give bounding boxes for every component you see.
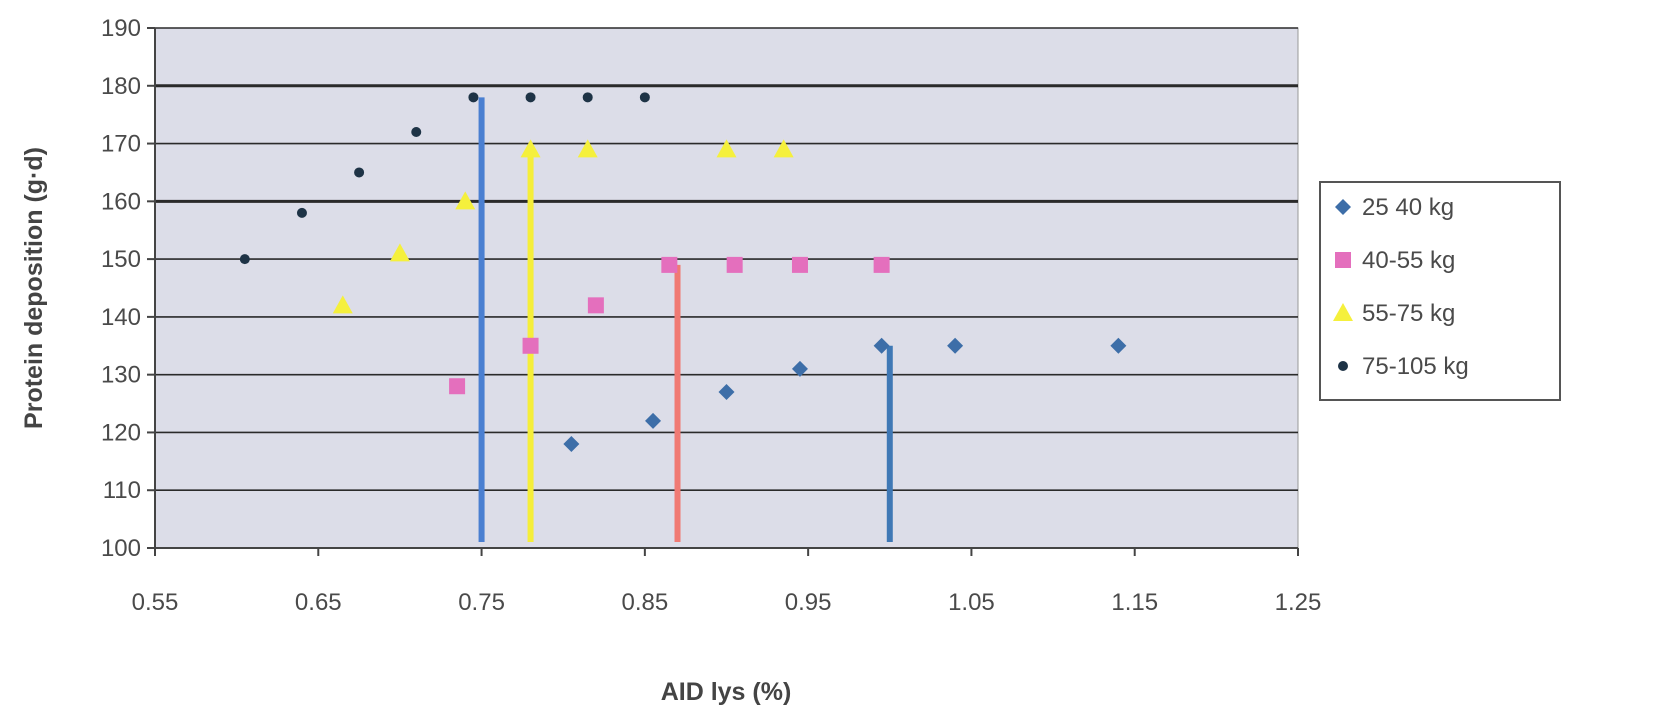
y-tick-label: 120 (101, 419, 141, 446)
legend-label: 75-105 kg (1362, 353, 1469, 380)
data-point (791, 360, 808, 377)
data-point (411, 127, 422, 137)
y-tick-label: 140 (101, 304, 141, 331)
data-point (332, 295, 353, 314)
y-tick-label: 180 (101, 73, 141, 100)
data-point (239, 254, 250, 265)
legend-label: 55-75 kg (1362, 300, 1455, 327)
y-tick-label: 100 (101, 535, 141, 562)
y-tick-label: 190 (101, 15, 141, 42)
data-point (587, 297, 604, 314)
axes (154, 28, 1298, 549)
data-point (525, 92, 536, 103)
data-point (449, 378, 466, 395)
x-axis-ticks: 0.55 0.65 0.75 0.85 0.95 1.05 1.15 1.25 (132, 548, 1322, 616)
data-point (773, 139, 794, 158)
y-axis-ticks: 100 110 120 130 140 150 160 170 180 190 (101, 15, 155, 562)
data-point (520, 139, 541, 158)
data-points (239, 92, 1127, 452)
x-tick-label: 1.05 (948, 589, 995, 616)
data-point (354, 167, 365, 178)
legend-label: 40-55 kg (1362, 247, 1455, 274)
data-point (296, 207, 307, 218)
gridlines (155, 27, 1298, 492)
legend-label: 25 40 kg (1362, 194, 1454, 221)
x-tick-label: 0.65 (295, 589, 342, 616)
y-tick-label: 110 (103, 477, 141, 504)
data-point (947, 337, 964, 354)
data-point (468, 92, 479, 103)
data-point (582, 92, 593, 103)
legend-marker (1335, 252, 1351, 268)
data-point (389, 243, 410, 262)
data-point (661, 256, 678, 273)
y-tick-label: 170 (101, 131, 141, 158)
data-point (791, 256, 808, 273)
legend-marker (1338, 361, 1348, 371)
legend-box (1319, 181, 1561, 401)
data-point (1110, 337, 1127, 354)
x-tick-label: 0.55 (132, 589, 179, 616)
x-tick-label: 1.25 (1275, 589, 1322, 616)
data-point (873, 256, 890, 273)
data-point (873, 337, 890, 354)
data-point (645, 412, 662, 429)
y-axis-title: Protein deposition (g·d) (20, 147, 48, 429)
plot-area (154, 27, 1299, 549)
y-tick-label: 150 (101, 246, 141, 273)
x-tick-label: 1.15 (1111, 589, 1158, 616)
legend-marker (1333, 303, 1353, 321)
x-axis-title: AID lys (%) (661, 678, 792, 706)
data-point (455, 191, 476, 210)
data-point (639, 92, 650, 103)
data-point (726, 256, 743, 273)
x-tick-label: 0.95 (785, 589, 832, 616)
x-tick-label: 0.85 (621, 589, 668, 616)
x-tick-label: 0.75 (458, 589, 505, 616)
data-point (716, 139, 737, 158)
data-point (522, 337, 539, 354)
y-tick-label: 160 (101, 188, 141, 215)
data-point (577, 139, 598, 158)
legend-marker (1335, 199, 1351, 215)
data-point (563, 436, 580, 452)
y-tick-label: 130 (101, 362, 141, 389)
legend: 25 40 kg 40-55 kg 55-75 kg 75-105 kg (1319, 181, 1561, 401)
data-point (718, 384, 735, 400)
